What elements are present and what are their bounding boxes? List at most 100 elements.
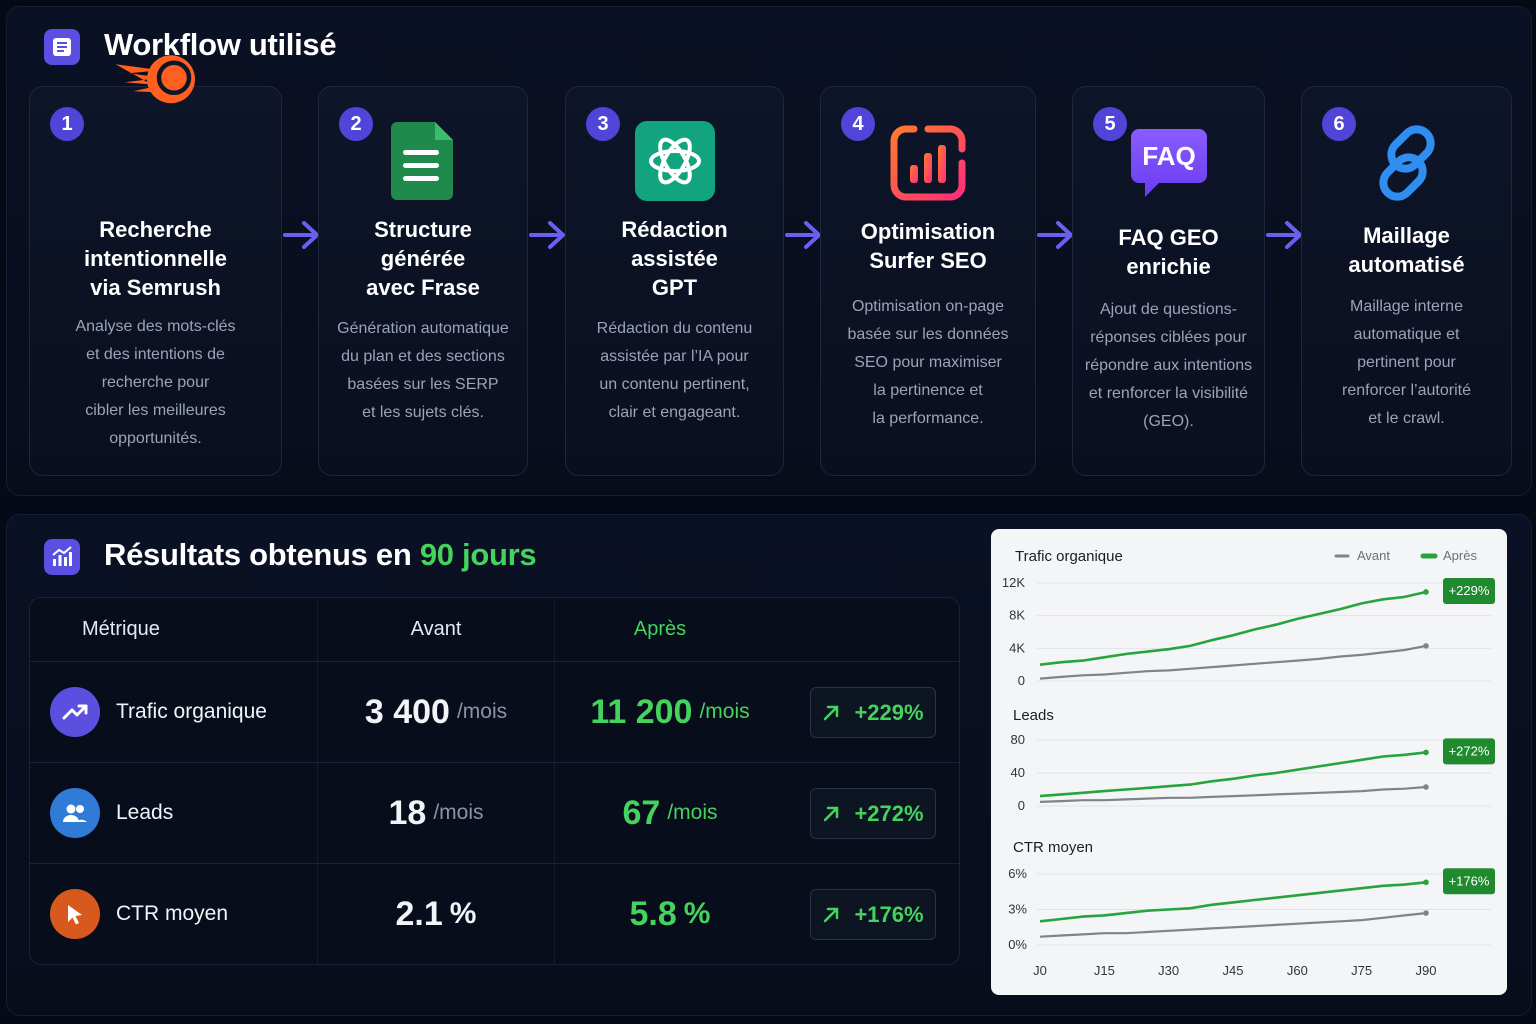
y-tick-label: 80	[1011, 732, 1025, 747]
y-tick-label: 8K	[1009, 608, 1025, 623]
step-number: 4	[841, 107, 875, 141]
change-badge: +176%	[810, 889, 936, 940]
chart-panel-title: CTR moyen	[1013, 839, 1093, 856]
cursor-icon	[50, 889, 100, 939]
metric-after: 5.8%	[629, 894, 711, 933]
x-tick-label: J15	[1094, 963, 1115, 978]
step-title: Optimisation Surfer SEO	[860, 219, 996, 273]
svg-text:FAQ: FAQ	[1142, 141, 1195, 171]
chart-change-badge	[1443, 738, 1495, 765]
chatgpt-logo-icon	[633, 119, 717, 203]
chart-change-badge	[1443, 868, 1495, 895]
step-title: Rédaction assistée GPT	[621, 217, 728, 300]
y-tick-label: 0	[1018, 673, 1025, 688]
metric-before: 2.1%	[395, 894, 477, 933]
step-description: Optimisation on-page basée sur les donné…	[847, 298, 1009, 427]
chart-change-badge-text: +229%	[1449, 583, 1490, 598]
step-description: Ajout de questions- réponses ciblées pou…	[1084, 301, 1253, 430]
workflow-step-5: 5 FAQ FAQ GEO enrichie Ajout de question…	[1072, 86, 1265, 476]
step-number: 6	[1322, 107, 1356, 141]
series-line-avant	[1039, 785, 1427, 803]
series-end-point	[1423, 784, 1429, 790]
arrow-up-right-icon	[824, 705, 839, 720]
workflow-step-1: 1 Recherche intentionnelle via Semrush A…	[29, 55, 282, 476]
series-end-point	[1423, 879, 1429, 886]
faq-bubble-icon: FAQ	[1127, 123, 1211, 207]
workflow-step-3: 3 Rédaction assistée GPT Rédaction du co…	[565, 86, 784, 476]
metric-after: 11 200/mois	[590, 692, 750, 731]
chain-link-icon	[1365, 121, 1449, 205]
frase-document-icon	[381, 119, 465, 203]
x-tick-label: J90	[1416, 963, 1437, 978]
series-end-point	[1423, 910, 1429, 916]
step-number: 3	[586, 107, 620, 141]
table-row: Leads 18/mois 67/mois +272%	[30, 763, 959, 863]
header-before: Avant	[410, 618, 462, 640]
x-tick-label: J60	[1287, 963, 1308, 978]
results-title: Résultats obtenus en 90 jours	[104, 537, 537, 572]
change-badge: +229%	[810, 687, 936, 738]
step-description: Génération automatique du plan et des se…	[337, 320, 509, 421]
bar-chart-icon	[44, 539, 80, 575]
workflow-title: Workflow utilisé	[104, 27, 337, 62]
series-line-avant	[1039, 644, 1427, 680]
series-line-apres	[1039, 590, 1427, 666]
workflow-step-2: 2 Structure générée avec Frase Génératio…	[318, 86, 528, 476]
step-title: Recherche intentionnelle via Semrush	[84, 217, 227, 300]
document-list-icon	[44, 29, 80, 65]
metric-after: 67/mois	[622, 793, 718, 832]
arrow-right-icon	[1037, 221, 1073, 249]
x-tick-label: J30	[1158, 963, 1179, 978]
y-tick-label: 6%	[1008, 866, 1027, 881]
table-row: CTR moyen 2.1% 5.8% +176%	[30, 864, 959, 964]
series-line-apres	[1039, 751, 1427, 798]
chart-panel-title: Leads	[1013, 707, 1054, 724]
arrow-right-icon	[529, 221, 565, 249]
series-line-avant	[1039, 912, 1427, 938]
step-title: Structure générée avec Frase	[366, 217, 480, 300]
step-title: Maillage automatisé	[1348, 223, 1465, 277]
trending-up-icon	[50, 687, 100, 737]
x-tick-label: J75	[1351, 963, 1372, 978]
metric-name: Trafic organique	[116, 700, 267, 723]
y-tick-label: 0	[1018, 798, 1025, 813]
y-tick-label: 3%	[1008, 902, 1027, 917]
y-tick-label: 4K	[1009, 640, 1025, 655]
chart-card: Avant Après Trafic organique 12K 8K 4K 0 +229% L…	[991, 529, 1507, 995]
y-tick-label: 0%	[1008, 937, 1027, 952]
chart-change-badge	[1443, 577, 1495, 604]
users-icon	[50, 788, 100, 838]
surfer-seo-logo-icon	[886, 121, 970, 205]
step-title: FAQ GEO enrichie	[1118, 225, 1219, 279]
metric-name: CTR moyen	[116, 902, 229, 925]
header-after: Après	[633, 618, 687, 640]
x-tick-label: J0	[1033, 963, 1047, 978]
chart-change-badge-text: +176%	[1449, 873, 1490, 888]
step-number: 2	[339, 107, 373, 141]
step-description: Analyse des mots-clés et des intentions …	[75, 318, 236, 447]
arrow-up-right-icon	[824, 907, 839, 922]
change-badge: +272%	[810, 788, 936, 839]
step-number: 5	[1093, 107, 1127, 141]
series-end-point	[1423, 643, 1429, 649]
arrow-up-right-icon	[824, 806, 839, 821]
legend-after-label: Après	[1443, 548, 1477, 563]
semrush-logo-icon	[114, 35, 198, 119]
legend-before-label: Avant	[1357, 548, 1390, 563]
metrics-table: Métrique Avant Après Trafic organique 3 …	[29, 597, 960, 965]
header-metric: Métrique	[82, 618, 160, 640]
series-end-point	[1423, 589, 1429, 595]
series-end-point	[1423, 749, 1429, 756]
metric-before: 18/mois	[388, 793, 484, 832]
table-row: Trafic organique 3 400/mois 11 200/mois …	[30, 662, 959, 762]
step-description: Rédaction du contenu assistée par l’IA p…	[596, 320, 753, 421]
workflow-step-4: 4 Optimisation Surfer SEO Optimisation o…	[820, 86, 1036, 476]
metric-name: Leads	[116, 801, 174, 824]
series-line-apres	[1039, 881, 1427, 923]
step-number: 1	[50, 107, 84, 141]
chart-panel-title: Trafic organique	[1015, 548, 1123, 565]
workflow-step-6: 6 Maillage automatisé Maillage interne a…	[1301, 86, 1512, 476]
arrow-right-icon	[785, 221, 821, 249]
y-tick-label: 12K	[1002, 575, 1025, 590]
arrow-right-icon	[283, 221, 319, 249]
